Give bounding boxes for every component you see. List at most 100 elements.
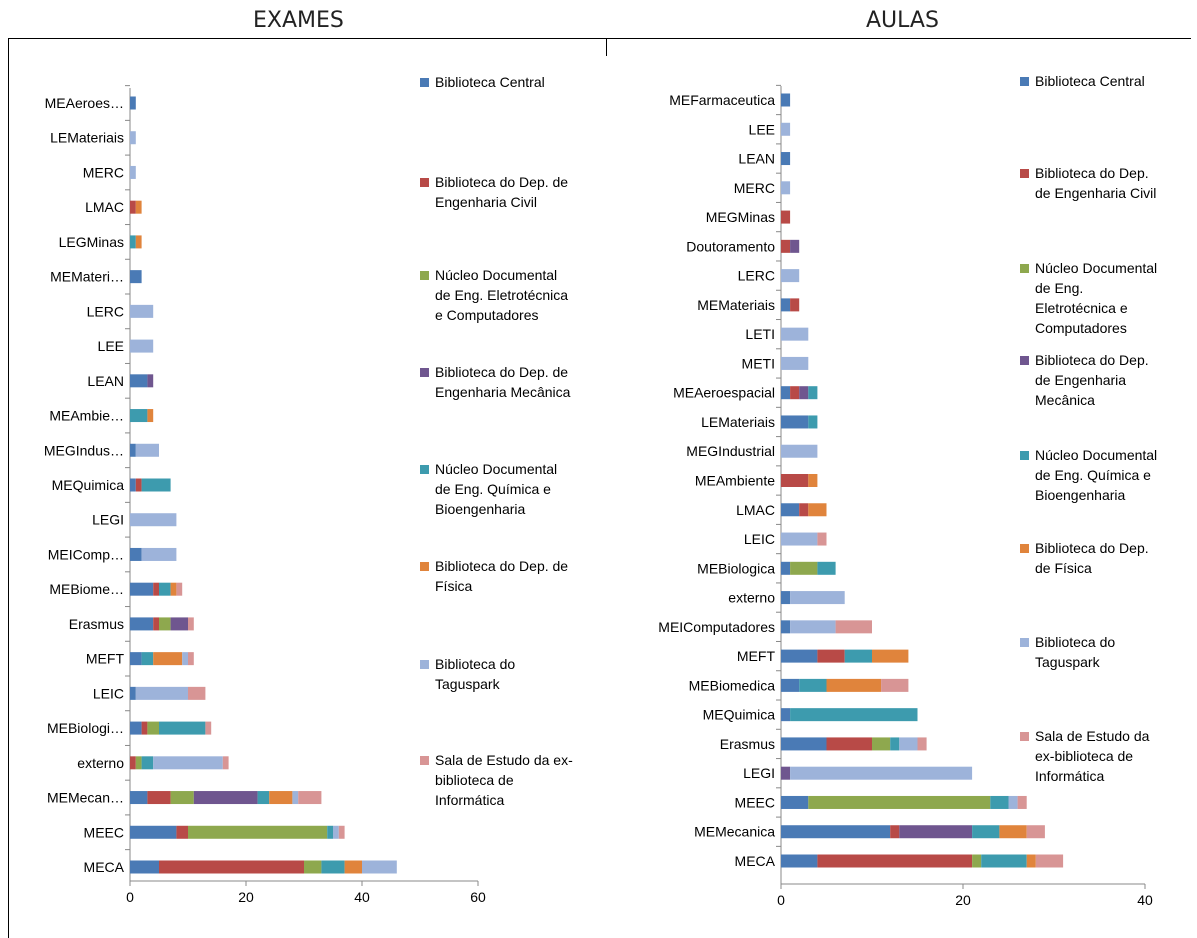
legend-label: de Eng. Química e <box>1035 467 1151 483</box>
bar-segment <box>130 686 136 700</box>
category-label: MEBiologi… <box>47 720 124 736</box>
legend-swatch <box>1020 451 1029 460</box>
bar-segment <box>790 591 845 605</box>
bar-segment <box>205 721 212 735</box>
bar-segment <box>781 678 800 692</box>
category-label: MEQuimica <box>703 707 776 723</box>
legend-label: de Eng. Eletrotécnica <box>435 287 568 303</box>
bar-segment <box>781 795 809 809</box>
bar-segment <box>130 96 136 110</box>
category-label: LEMateriais <box>701 414 775 430</box>
bar-segment <box>153 756 223 770</box>
category-label: MERC <box>734 180 775 196</box>
bar-segment <box>899 825 973 839</box>
category-label: MEBiologica <box>697 560 775 576</box>
bar-segment <box>159 721 206 735</box>
bar-segment <box>817 561 836 575</box>
category-label: LERC <box>87 303 124 319</box>
legend-label: Biblioteca do Dep. <box>1035 165 1149 181</box>
bar-segment <box>799 503 809 517</box>
bar-segment <box>781 122 791 136</box>
legend-swatch <box>1020 356 1029 365</box>
bar-segment <box>835 620 872 634</box>
bar-segment <box>899 737 918 751</box>
bar-segment <box>141 756 154 770</box>
exames-header: EXAMES <box>253 8 344 33</box>
category-label: LEGI <box>92 512 124 528</box>
bar-segment <box>130 304 154 318</box>
bar-segment <box>269 791 293 805</box>
bar-segment <box>790 766 973 780</box>
legend-label: Biblioteca Central <box>1035 73 1145 89</box>
category-label: LEE <box>98 338 124 354</box>
legend-label: Biblioteca do Dep. <box>1035 540 1149 556</box>
bar-segment <box>130 791 148 805</box>
bar-segment <box>826 678 882 692</box>
category-label: MEEC <box>735 794 775 810</box>
legend-swatch <box>1020 264 1029 273</box>
category-label: MEAmbie… <box>49 408 124 424</box>
bar-segment <box>844 649 872 663</box>
bar-segment <box>130 409 148 423</box>
bar-segment <box>130 756 136 770</box>
legend-swatch <box>420 271 429 280</box>
legend-swatch <box>420 465 429 474</box>
bar-segment <box>193 791 258 805</box>
legend-label: Biblioteca do Dep. de <box>435 174 568 190</box>
category-label: MEMecan… <box>47 790 124 806</box>
category-label: MECA <box>735 853 776 869</box>
legend-swatch <box>420 562 429 571</box>
category-label: LEIC <box>93 685 124 701</box>
category-label: LEGI <box>743 765 775 781</box>
category-label: LEIC <box>744 531 775 547</box>
bar-segment <box>808 415 818 429</box>
bar-segment <box>170 791 194 805</box>
legend-label: Núcleo Documental <box>1035 447 1157 463</box>
bar-segment <box>170 617 188 631</box>
bar-segment <box>327 825 333 839</box>
x-tick-label: 0 <box>777 892 785 908</box>
bar-segment <box>304 860 322 874</box>
bar-segment <box>141 652 154 666</box>
aulas-header: AULAS <box>866 8 939 33</box>
legend-swatch <box>420 78 429 87</box>
legend-label: Biblioteca do Dep. <box>1035 352 1149 368</box>
bar-segment <box>890 825 900 839</box>
legend-label: de Engenharia Civil <box>1035 185 1156 201</box>
bar-segment <box>141 721 148 735</box>
legend-label: Taguspark <box>435 676 501 692</box>
legend-swatch <box>1020 77 1029 86</box>
category-label: LEAN <box>738 151 775 167</box>
legend-label: Biblioteca do Dep. de <box>435 364 568 380</box>
bar-segment <box>990 795 1009 809</box>
legend-swatch <box>1020 732 1029 741</box>
bar-segment <box>781 327 809 341</box>
bar-segment <box>141 547 177 561</box>
bar-segment <box>808 474 818 487</box>
bar-segment <box>153 582 159 596</box>
category-label: MEAeroespacial <box>673 385 775 401</box>
category-label: Erasmus <box>720 736 775 752</box>
legend-label: Núcleo Documental <box>435 267 557 283</box>
bar-segment <box>781 269 800 283</box>
bar-segment <box>182 652 188 666</box>
bar-segment <box>130 513 177 527</box>
bar-segment <box>972 825 1000 839</box>
bar-segment <box>333 825 339 839</box>
bar-segment <box>781 561 791 575</box>
x-tick-label: 20 <box>238 889 254 905</box>
legend-label: de Física <box>1035 560 1092 576</box>
frame-top-line <box>8 38 1191 39</box>
legend-label: Bioengenharia <box>1035 487 1126 503</box>
legend-label: Informática <box>435 792 504 808</box>
category-label: MEIComputadores <box>658 619 775 635</box>
bar-segment <box>147 721 159 735</box>
bar-segment <box>153 617 159 631</box>
legend-swatch <box>420 178 429 187</box>
legend-label: ex-biblioteca de <box>1035 748 1133 764</box>
x-tick-label: 0 <box>126 889 134 905</box>
bar-segment <box>147 409 154 423</box>
category-label: LEE <box>749 121 775 137</box>
